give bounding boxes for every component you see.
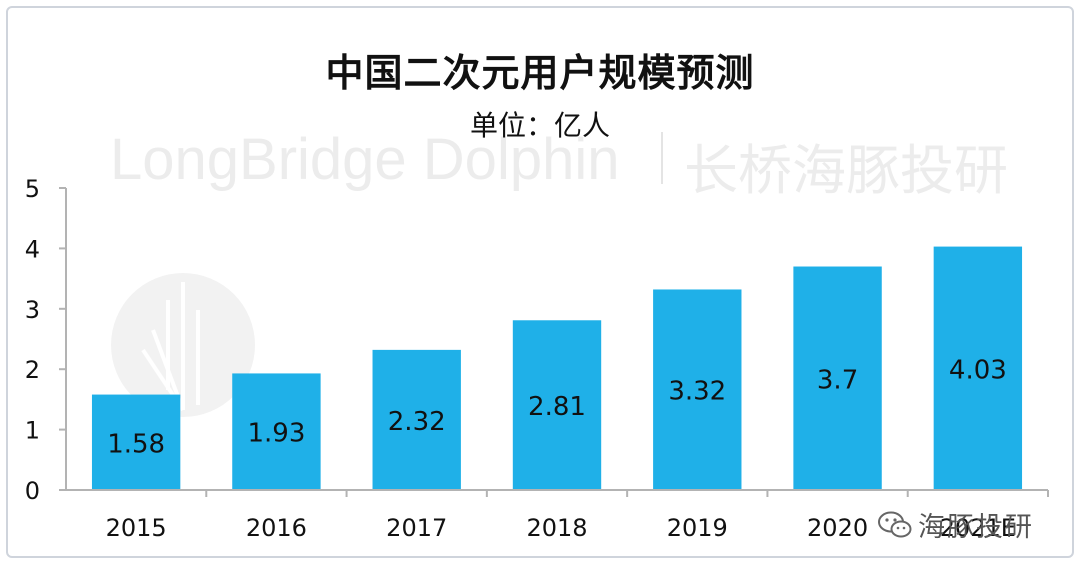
watermark-text: LongBridge Dolphin (110, 127, 620, 192)
watermark-text-cn: 长桥海豚投研 (684, 139, 1008, 202)
x-tick-label: 2016 (246, 514, 307, 542)
bar-2017 (372, 349, 461, 490)
bar-value-label: 2.81 (528, 392, 586, 422)
x-tick-label: 2015 (106, 514, 167, 542)
y-tick-label: 5 (25, 175, 40, 203)
x-tick-label: 2017 (386, 514, 447, 542)
x-tick-label: 2020 (807, 514, 868, 542)
bar-value-label: 4.03 (949, 355, 1007, 385)
y-tick-label: 3 (25, 296, 40, 324)
bar-value-label: 3.32 (668, 377, 726, 407)
x-tick-label: 2019 (667, 514, 728, 542)
wechat-icon (878, 511, 912, 537)
bar-value-label: 1.58 (107, 429, 165, 459)
bar-2018 (512, 320, 602, 490)
bar-value-label: 1.93 (247, 419, 305, 449)
bar-value-label: 2.32 (388, 407, 446, 437)
bar-2019 (653, 289, 742, 490)
watermark-divider (661, 132, 663, 184)
y-tick-label: 0 (25, 477, 40, 505)
bar-2015 (91, 394, 181, 490)
x-tick-label: 2018 (526, 514, 587, 542)
y-tick-label: 4 (25, 235, 40, 263)
chart-subtitle: 单位：亿人 (469, 109, 610, 142)
source-badge: 海豚投研 (878, 505, 1034, 544)
y-tick-label: 1 (25, 417, 40, 445)
x-tick-label: 2021E (940, 514, 1016, 542)
bar-2020 (793, 266, 882, 490)
y-tick-label: 2 (25, 356, 40, 384)
source-badge-text: 海豚投研 (918, 512, 1034, 543)
watermark-logo-icon (111, 273, 255, 417)
bar-value-label: 3.7 (817, 365, 858, 395)
bar-2021E (933, 246, 1023, 490)
bar-2016 (232, 373, 321, 490)
chart-title: 中国二次元用户规模预测 (325, 51, 755, 95)
